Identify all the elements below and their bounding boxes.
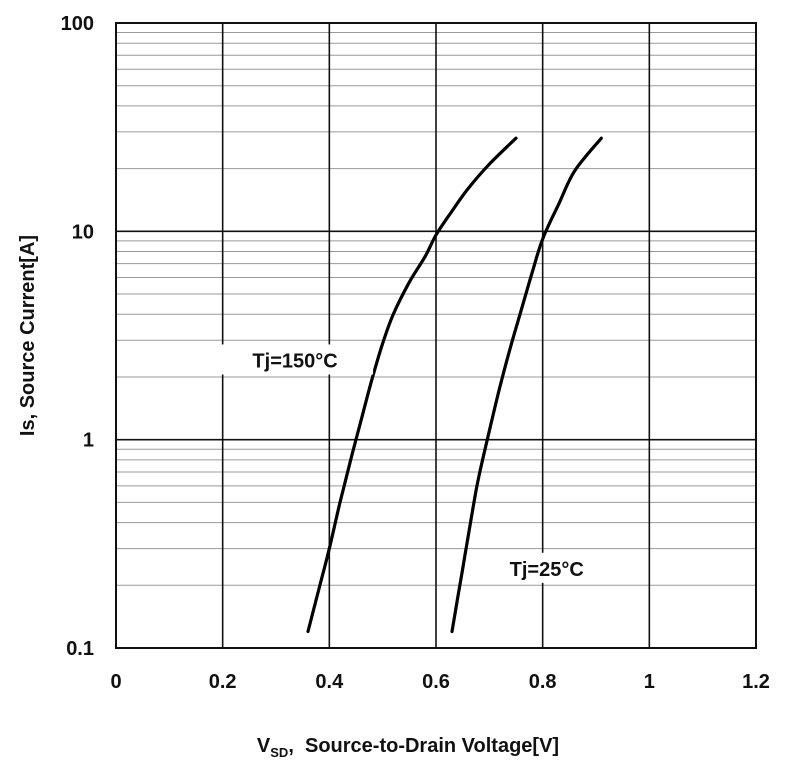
annotation-layer: Tj=150°C Tj=25°C: [217, 344, 610, 583]
x-tick-labels: 0 0.2 0.4 0.6 0.8 1 1.2: [110, 671, 769, 693]
x-tick-label: 0.8: [529, 671, 557, 693]
x-tick-label: 0.6: [422, 671, 450, 693]
grid-major: [116, 23, 756, 648]
x-axis-title: VSD, Source-to-Drain Voltage[V]: [257, 735, 559, 760]
series-layer: [306, 136, 603, 634]
y-tick-label: 100: [61, 13, 94, 35]
x-axis-title-text: , Source-to-Drain Voltage[V]: [288, 735, 559, 757]
x-tick-label: 0.2: [209, 671, 237, 693]
x-tick-label: 0: [110, 671, 121, 693]
plot-frame: [115, 22, 757, 649]
annotation-tj25: Tj=25°C: [510, 559, 584, 581]
x-axis-title-symbol: V: [257, 735, 271, 757]
y-tick-labels: 0.1 1 10 100: [61, 13, 94, 660]
series-line-tj150: [306, 136, 518, 634]
x-axis-title-subscript: SD: [270, 745, 288, 760]
x-tick-label: 1.2: [742, 671, 770, 693]
y-tick-label: 1: [83, 430, 94, 452]
y-tick-label: 0.1: [66, 638, 94, 660]
annotation-tj150: Tj=150°C: [252, 350, 337, 372]
y-axis-title: Is, Source Current[A]: [17, 235, 39, 436]
y-tick-label: 10: [72, 221, 94, 243]
annotation-background: [217, 344, 374, 375]
annotation-background: [483, 552, 610, 583]
series-line-tj25: [450, 136, 603, 634]
x-tick-label: 1: [644, 671, 655, 693]
x-tick-label: 0.4: [315, 671, 344, 693]
